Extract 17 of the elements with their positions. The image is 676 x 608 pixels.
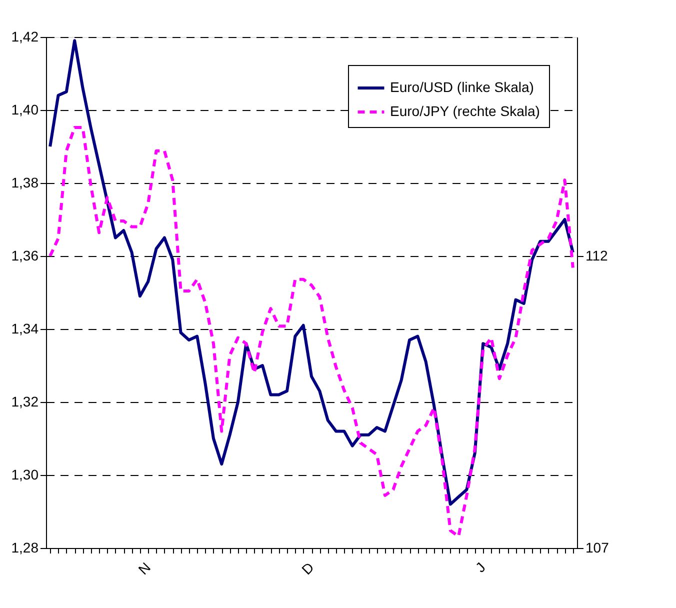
- y-tick-label: 1,28: [11, 540, 39, 556]
- y-tick-label: 1,42: [11, 28, 39, 44]
- y-tick-label: 1,30: [11, 466, 39, 482]
- legend-label: Euro/USD (linke Skala): [390, 79, 534, 95]
- x-tick-label: D: [298, 559, 317, 578]
- y2-tick-label: 112: [586, 248, 608, 264]
- y-tick-label: 1,36: [11, 248, 39, 264]
- x-tick-label: N: [135, 559, 154, 578]
- x-tick-label: J: [472, 559, 489, 576]
- y-tick-label: 1,38: [11, 174, 39, 190]
- y2-tick-label: 107: [586, 540, 610, 556]
- line-series: [48, 126, 574, 538]
- y-tick-label: 1,40: [11, 102, 39, 118]
- y-tick-label: 1,32: [11, 394, 39, 410]
- y-tick-label: 1,34: [11, 320, 39, 336]
- line-series: [48, 39, 574, 506]
- legend-label: Euro/JPY (rechte Skala): [390, 103, 540, 119]
